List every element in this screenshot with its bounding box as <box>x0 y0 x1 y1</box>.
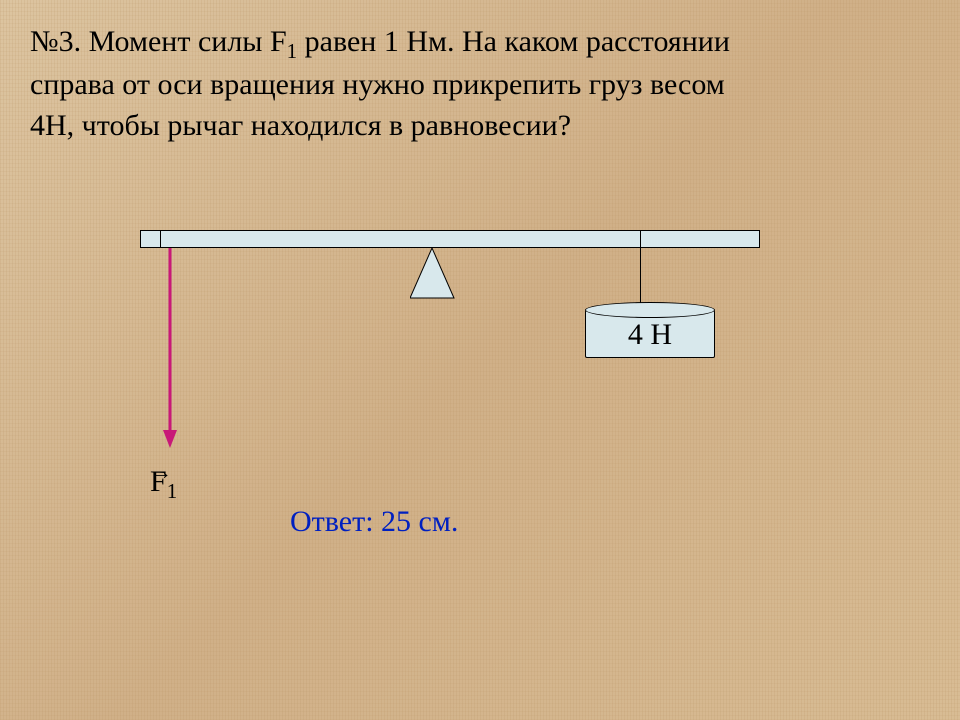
weight-top-ellipse <box>585 302 715 318</box>
weight-string <box>640 248 641 310</box>
problem-text-1b: равен 1 Нм. На каком расстоянии <box>297 25 730 58</box>
weight-label: 4 Н <box>585 318 715 352</box>
problem-sub-1: 1 <box>287 39 298 63</box>
fulcrum-outline <box>410 248 456 300</box>
lever-bar <box>140 230 760 248</box>
vector-arrow-icon: → <box>150 459 172 485</box>
lever-diagram: 4 Н → F1 <box>140 210 840 510</box>
problem-statement: №3. Момент силы F1 равен 1 Нм. На каком … <box>30 22 930 146</box>
answer-text: Ответ: 25 см. <box>290 505 458 539</box>
force-label: → F1 <box>150 465 177 504</box>
problem-text-3: 4Н, чтобы рычаг находился в равновесии? <box>30 109 571 142</box>
force-arrow <box>160 248 190 458</box>
lever-tick-right <box>640 230 641 248</box>
problem-text-1: №3. Момент силы F <box>30 25 287 58</box>
problem-text-2: справа от оси вращения нужно прикрепить … <box>30 68 725 101</box>
lever-tick-left <box>160 230 161 248</box>
